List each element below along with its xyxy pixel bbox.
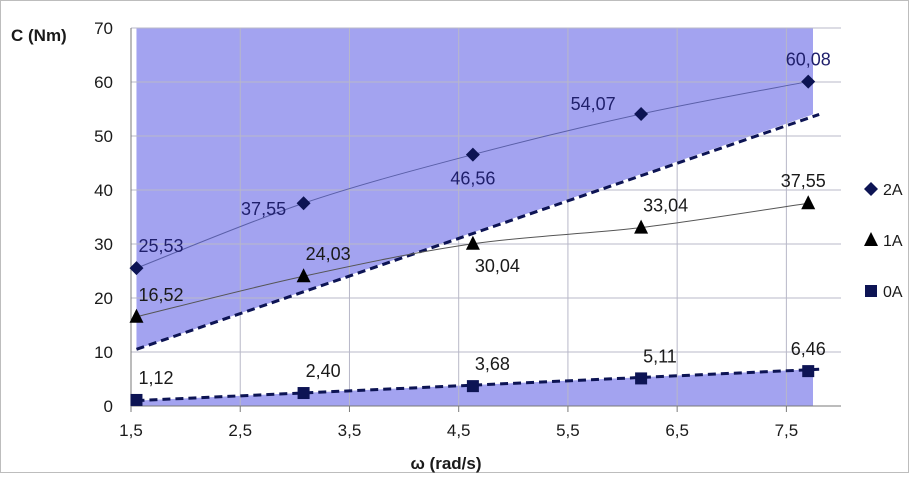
axes: 0 10 20 30 40 50 60 70 1,5 2,5 3,5 4,5 5,5 6,5 7,5 C (N… <box>11 19 841 473</box>
marker-1a <box>129 308 144 323</box>
y-tick-label: 10 <box>94 343 113 362</box>
data-label-1a: 30,04 <box>475 256 520 276</box>
legend-label-1a: 1A <box>883 233 903 250</box>
legend-label-2a: 2A <box>883 182 903 199</box>
marker-1a <box>465 235 480 250</box>
data-label-2a: 25,53 <box>138 236 183 256</box>
y-tick-label: 50 <box>94 127 113 146</box>
y-tick-label: 20 <box>94 289 113 308</box>
data-label-0a: 5,11 <box>643 346 677 366</box>
x-axis-title: ω (rad/s) <box>410 454 481 473</box>
legend-marker-0a <box>865 285 877 297</box>
marker-2a <box>296 196 311 211</box>
marker-1a <box>801 195 816 210</box>
data-label-1a: 16,52 <box>138 285 183 305</box>
shaded-regions <box>136 28 813 406</box>
x-tick-label: 7,5 <box>775 421 799 440</box>
marker-2a <box>465 147 480 162</box>
marker-0a <box>130 393 143 406</box>
legend: 2A 1A 0A <box>864 182 903 301</box>
data-label-2a: 60,08 <box>786 50 831 70</box>
x-tick-label: 6,5 <box>665 421 689 440</box>
x-tick-label: 5,5 <box>556 421 580 440</box>
data-labels: 25,53 37,55 46,56 54,07 60,08 16,52 24,03 30,04… <box>138 50 830 388</box>
y-tick-label: 60 <box>94 73 113 92</box>
x-tick-label: 1,5 <box>119 421 143 440</box>
marker-2a <box>634 107 649 122</box>
data-label-0a: 2,40 <box>306 361 341 381</box>
x-tick-label: 2,5 <box>228 421 252 440</box>
data-label-0a: 1,12 <box>138 368 173 388</box>
data-label-1a: 37,55 <box>781 171 826 191</box>
series-markers <box>129 74 816 406</box>
marker-0a <box>297 387 310 400</box>
y-axis-title: C (Nm) <box>11 26 67 45</box>
y-tick-label: 40 <box>94 181 113 200</box>
y-tick-label: 30 <box>94 235 113 254</box>
marker-1a <box>296 268 311 283</box>
marker-2a <box>801 74 816 89</box>
legend-marker-2a <box>864 182 878 196</box>
x-tick-label: 3,5 <box>338 421 362 440</box>
y-tick-label: 0 <box>104 397 113 416</box>
marker-0a <box>635 372 648 385</box>
data-label-1a: 24,03 <box>306 244 351 264</box>
marker-2a <box>129 261 144 276</box>
marker-0a <box>466 380 479 393</box>
upper-shaded-region <box>136 28 813 350</box>
data-label-0a: 6,46 <box>791 339 826 359</box>
legend-marker-1a <box>864 232 878 246</box>
data-label-1a: 33,04 <box>643 196 688 216</box>
x-tick-label: 4,5 <box>447 421 471 440</box>
dashed-boundary-line <box>135 112 820 351</box>
legend-label-0a: 0A <box>883 284 903 301</box>
data-label-2a: 54,07 <box>571 94 616 114</box>
marker-0a <box>802 365 815 378</box>
data-label-0a: 3,68 <box>475 354 510 374</box>
data-label-2a: 37,55 <box>241 199 286 219</box>
y-tick-label: 70 <box>94 19 113 38</box>
data-label-2a: 46,56 <box>450 169 495 189</box>
marker-1a <box>634 219 649 234</box>
